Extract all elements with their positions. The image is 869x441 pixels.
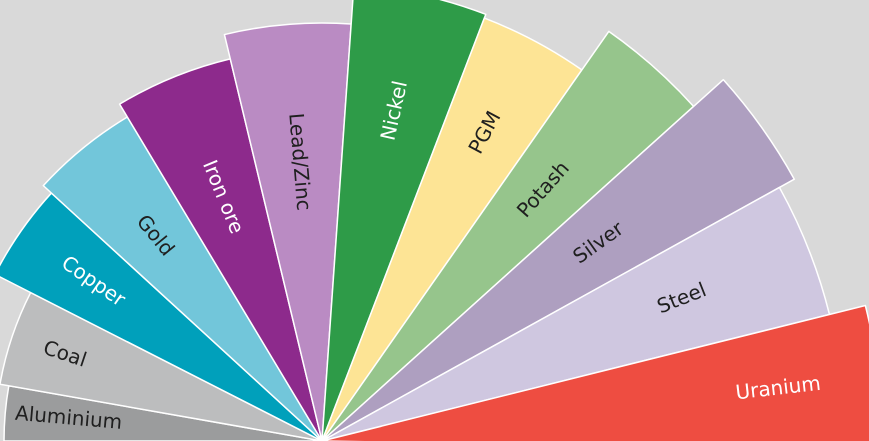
segment-nickel: [321, 0, 487, 441]
segment-silver: [321, 78, 796, 441]
segment-uranium: [321, 304, 869, 441]
